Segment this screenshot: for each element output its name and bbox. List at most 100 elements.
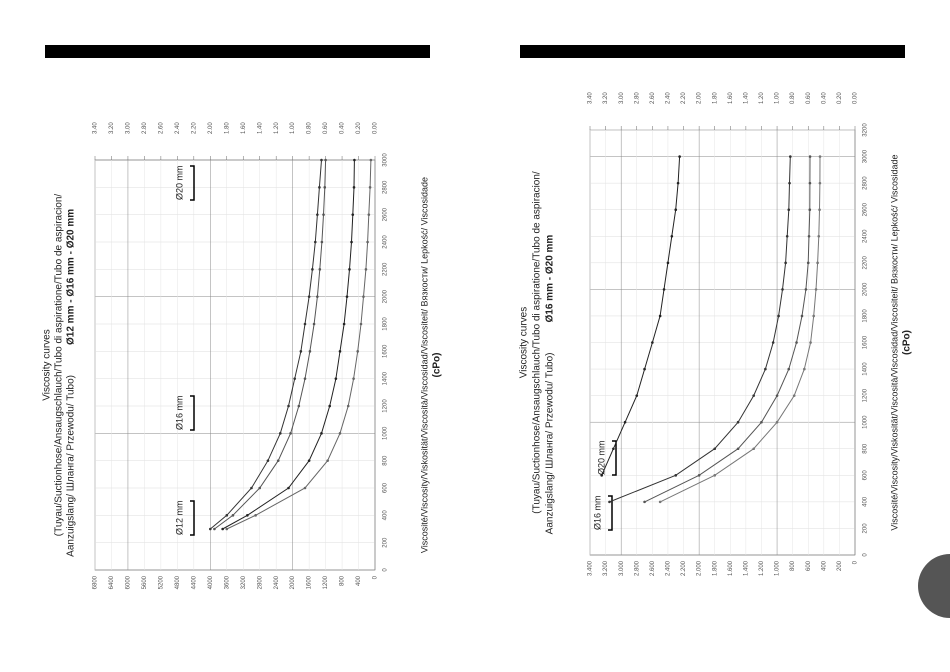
- y2-tick-label: 1.60: [728, 92, 734, 104]
- x-axis-label: Viscosité/Viscosity/Viskosität/Viscosità…: [889, 154, 899, 530]
- point: [334, 377, 338, 380]
- x-tick-label: 800: [863, 443, 869, 454]
- y2-tick-label: 0.40: [340, 122, 346, 134]
- y-tick-label: 0: [373, 575, 379, 579]
- x-tick-label: 1200: [863, 388, 869, 402]
- point: [276, 459, 280, 462]
- y-tick-label: 1.400: [743, 560, 749, 576]
- point: [806, 261, 810, 265]
- point: [752, 394, 755, 397]
- y-tick-label: 2000: [290, 575, 296, 589]
- y2-tick-label: 3.00: [126, 122, 132, 134]
- point: [352, 377, 355, 380]
- point: [736, 420, 740, 424]
- y2-tick-label: 1.40: [743, 92, 749, 104]
- y2-tick-label: 3.20: [603, 92, 609, 104]
- point: [303, 486, 307, 490]
- point: [342, 322, 346, 326]
- y2-tick-label: 2.60: [650, 92, 656, 104]
- point: [225, 514, 229, 517]
- y2-tick-label: 2.40: [175, 122, 181, 134]
- y2-tick-label: 0.60: [806, 92, 812, 104]
- y2-tick-label: 3.20: [109, 122, 115, 134]
- point: [366, 240, 369, 244]
- point: [818, 208, 821, 211]
- chart-title: Viscosity curves: [42, 329, 53, 401]
- point: [303, 377, 307, 380]
- y-tick-label: 2.400: [666, 560, 672, 576]
- x-tick-label: 2800: [863, 176, 869, 190]
- x-tick-label: 1600: [383, 344, 389, 358]
- point: [808, 155, 812, 158]
- y-tick-label: 3.400: [588, 560, 594, 576]
- point: [760, 420, 763, 424]
- point: [771, 341, 775, 344]
- point: [608, 500, 611, 504]
- y-tick-label: 1.000: [775, 560, 781, 576]
- x-tick-label: 3000: [383, 153, 389, 167]
- point: [713, 447, 717, 451]
- point: [367, 213, 371, 216]
- y-tick-label: 2.000: [697, 560, 703, 576]
- point: [651, 341, 654, 344]
- curve: [644, 156, 811, 503]
- size-range: Ø12 mm - Ø16 mm - Ø20 mm: [66, 209, 77, 345]
- y-tick-label: 2400: [274, 575, 280, 589]
- point: [713, 474, 717, 477]
- point: [307, 295, 311, 298]
- point: [804, 288, 808, 291]
- point: [678, 155, 681, 158]
- tube-bracket: [612, 440, 617, 476]
- point: [752, 447, 755, 451]
- point: [666, 261, 670, 265]
- x-tick-label: 2400: [383, 235, 389, 249]
- size-range: Ø16 mm - Ø20 mm: [545, 235, 556, 323]
- x-tick-label: 1600: [863, 335, 869, 349]
- chart-subtitle: (Tuyau/Suctionhose/Ansaugschlauch/Tubo d…: [532, 171, 543, 514]
- y-tick-label: 1200: [323, 575, 329, 589]
- y2-tick-label: 1.00: [290, 122, 296, 134]
- x-tick-label: 1800: [383, 317, 389, 331]
- point: [356, 350, 360, 353]
- y2-tick-label: 2.00: [697, 92, 703, 104]
- chart: 0200400600800100012001400160018002000220…: [519, 92, 913, 576]
- chart-subtitle: (Tuyau/Suctionhose/Ansaugschlauch/Tubo d…: [54, 194, 65, 537]
- x-tick-label: 3200: [863, 123, 869, 137]
- y-tick-label: 4000: [208, 575, 214, 589]
- y-tick-label: 2.600: [650, 560, 656, 576]
- point: [324, 158, 327, 162]
- tube-label: Ø12 mm: [174, 500, 184, 535]
- point: [792, 394, 796, 397]
- y2-tick-label: 0.60: [323, 122, 329, 134]
- plot-frame: [94, 159, 376, 571]
- x-tick-label: 400: [863, 496, 869, 507]
- point: [623, 420, 627, 424]
- y2-tick-label: 2.40: [666, 92, 672, 104]
- point: [812, 314, 815, 318]
- x-tick-label: 400: [383, 510, 389, 521]
- point: [318, 268, 322, 271]
- y-tick-label: 2.200: [681, 560, 687, 576]
- point: [254, 514, 257, 517]
- x-tick-label: 2000: [863, 282, 869, 296]
- x-tick-label: 2200: [863, 255, 869, 269]
- curve: [609, 156, 791, 503]
- y-tick-label: 600: [806, 560, 812, 571]
- point: [674, 208, 678, 211]
- point: [817, 234, 821, 238]
- tube-label: Ø16 mm: [592, 495, 602, 530]
- x-tick-label: 2400: [863, 229, 869, 243]
- point: [326, 459, 329, 462]
- x-tick-label: 600: [863, 470, 869, 481]
- point: [600, 474, 603, 477]
- x-tick-label: 0: [863, 553, 869, 557]
- point: [787, 367, 791, 371]
- point: [368, 186, 372, 189]
- point: [287, 404, 290, 408]
- tube-bracket: [190, 165, 195, 201]
- y2-tick-label: 3.40: [588, 92, 594, 104]
- y2-tick-label: 2.20: [681, 92, 687, 104]
- tube-bracket: [608, 495, 613, 531]
- y-tick-label: 2800: [257, 575, 263, 589]
